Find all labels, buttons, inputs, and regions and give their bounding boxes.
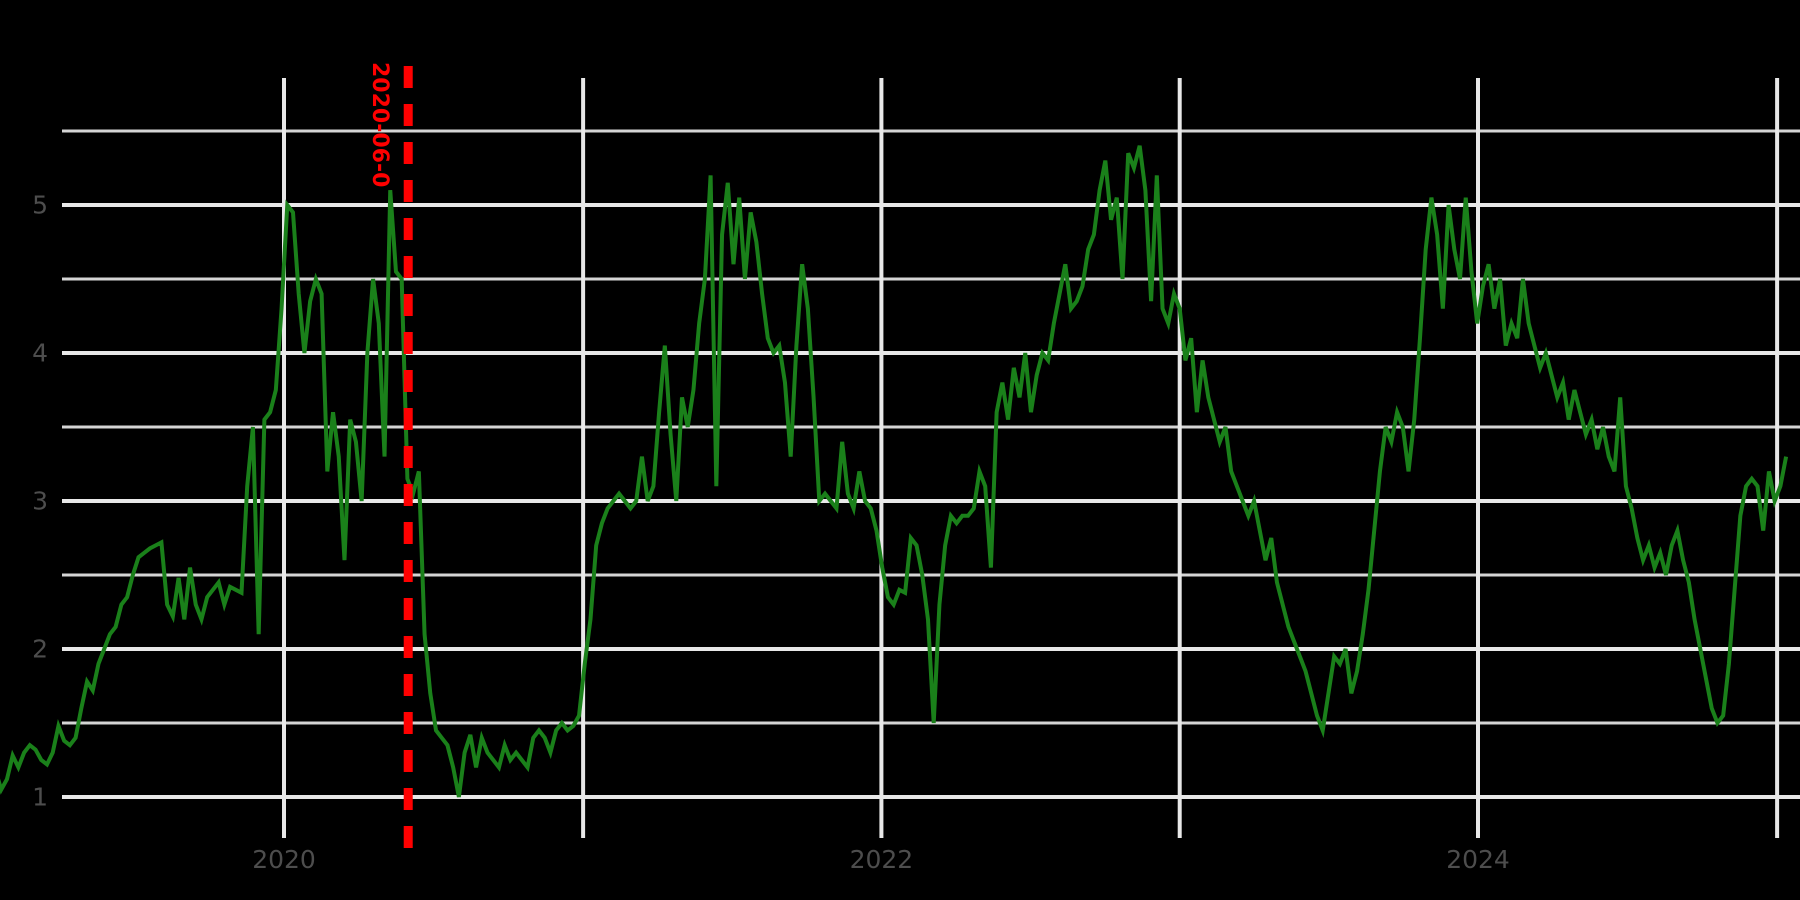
grid-major-horizontal — [62, 203, 1800, 799]
annotation-vline-label: 2020-06-0 — [367, 62, 393, 188]
data-line — [0, 145, 1789, 798]
grid-vertical — [282, 78, 1780, 838]
data-series-layer — [0, 145, 1789, 798]
grid-minor-horizontal — [62, 129, 1800, 725]
